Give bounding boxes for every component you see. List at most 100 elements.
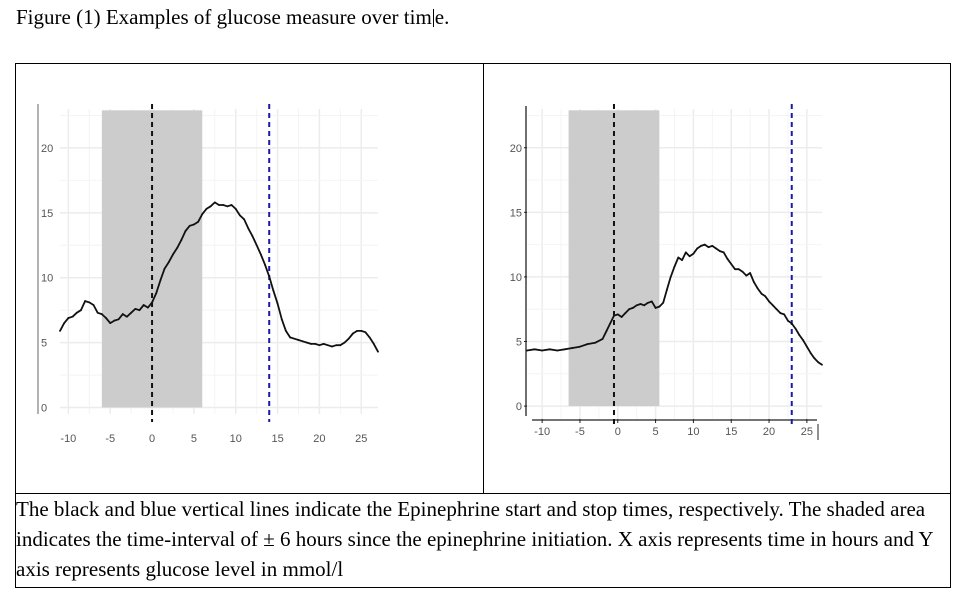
glucose-data-point: [243, 218, 246, 221]
glucose-data-point: [816, 361, 819, 364]
y-tick-label-2: 10: [41, 273, 53, 285]
x-tick-label-1: -5: [105, 433, 115, 445]
glucose-data-point: [555, 349, 558, 352]
glucose-data-point: [809, 352, 812, 355]
glucose-data-point: [176, 246, 179, 249]
glucose-data-point: [222, 204, 225, 206]
glucose-data-point: [180, 239, 183, 241]
glucose-data-point: [100, 313, 103, 315]
glucose-data-point: [75, 311, 78, 314]
glucose-data-point: [813, 357, 815, 360]
glucose-data-point: [326, 344, 329, 347]
glucose-data-point: [155, 292, 158, 295]
glucose-data-point: [71, 315, 74, 318]
glucose-data-point: [285, 330, 287, 332]
glucose-data-point: [631, 307, 634, 309]
glucose-data-point: [301, 340, 304, 343]
glucose-data-point: [364, 331, 367, 334]
glucose-data-point: [707, 246, 709, 249]
glucose-data-point: [548, 348, 551, 351]
glucose-data-point: [80, 309, 82, 312]
glucose-data-point: [639, 303, 641, 305]
x-tick-label-7: 25: [800, 426, 812, 438]
glucose-data-point: [96, 311, 99, 314]
glucose-data-point: [234, 208, 237, 210]
glucose-data-point: [130, 311, 133, 314]
figure-caption: The black and blue vertical lines indica…: [15, 493, 951, 588]
x-tick-label-6: 20: [313, 433, 325, 445]
glucose-chart-1: 0 5 10 15 20 -10 -5 0 5 10 15 20 25: [37, 104, 379, 445]
x-tick-label-5: 15: [725, 426, 737, 438]
y-tick-label-4: 20: [509, 143, 521, 155]
glucose-data-point: [67, 317, 70, 319]
glucose-data-point: [356, 330, 358, 332]
glucose-data-point: [635, 304, 638, 307]
glucose-data-point: [540, 349, 543, 352]
glucose-data-point: [126, 315, 128, 318]
glucose-data-point: [172, 253, 174, 256]
glucose-data-point: [259, 253, 262, 256]
x-tick-label-2: 0: [614, 426, 620, 438]
glucose-data-point: [142, 304, 145, 306]
x-tick-label-3: 5: [652, 426, 658, 438]
glucose-data-point: [650, 300, 653, 303]
glucose-data-point: [276, 302, 279, 305]
glucose-data-point: [533, 348, 535, 351]
glucose-data-point: [741, 270, 743, 273]
glucose-data-point: [109, 322, 112, 325]
glucose-data-point: [360, 330, 363, 332]
chart-cell-left: 0 5 10 15 20 -10 -5 0 5 10 15 20 25: [15, 63, 484, 494]
glucose-data-point: [184, 230, 187, 232]
glucose-data-point: [752, 281, 755, 283]
glucose-data-point: [322, 343, 325, 345]
glucose-data-point: [247, 227, 250, 230]
figure-table: 0 5 10 15 20 -10 -5 0 5 10 15 20 25 0 5 10 15 20 -10 -5 0 5 1…: [15, 63, 951, 588]
glucose-data-point: [620, 316, 622, 318]
chart-cell-right: 0 5 10 15 20 -10 -5 0 5 10 15 20 25: [482, 63, 951, 494]
glucose-data-point: [714, 247, 717, 250]
glucose-data-point: [368, 336, 371, 339]
glucose-data-point: [197, 221, 199, 223]
glucose-data-point: [213, 201, 216, 204]
glucose-data-point: [760, 292, 762, 295]
glucose-data-point: [163, 267, 166, 270]
glucose-data-point: [612, 314, 615, 317]
glucose-data-point: [310, 343, 312, 345]
glucose-data-point: [782, 313, 785, 316]
y-tick-label-3: 15: [41, 208, 53, 220]
glucose-data-point: [167, 261, 170, 264]
glucose-data-point: [251, 235, 254, 238]
glucose-data-point: [703, 243, 706, 246]
glucose-data-point: [695, 247, 698, 250]
glucose-data-point: [134, 307, 137, 310]
glucose-data-point: [230, 204, 233, 206]
glucose-data-point: [605, 330, 607, 333]
glucose-data-point: [756, 287, 759, 290]
glucose-data-point: [692, 252, 694, 255]
glucose-data-point: [289, 336, 292, 339]
glucose-data-point: [88, 301, 91, 304]
glucose-data-point: [726, 257, 728, 260]
x-tick-label-0: -10: [534, 426, 550, 438]
glucose-data-point: [372, 343, 375, 345]
glucose-data-point: [627, 308, 630, 311]
glucose-data-point: [767, 300, 770, 303]
glucose-data-point: [201, 213, 204, 216]
glucose-data-point: [688, 255, 691, 258]
glucose-data-point: [347, 337, 350, 340]
x-tick-label-2: 0: [149, 433, 155, 445]
glucose-data-point: [117, 318, 120, 321]
glucose-data-point: [733, 268, 736, 271]
glucose-data-point: [657, 305, 660, 308]
glucose-data-point: [805, 345, 808, 348]
x-tick-label-4: 10: [230, 433, 242, 445]
glucose-data-point: [665, 288, 668, 291]
glucose-data-point: [699, 245, 702, 247]
glucose-data-point: [314, 343, 317, 345]
y-tick-label-0: 0: [41, 403, 47, 415]
y-tick-label-4: 20: [41, 143, 53, 155]
glucose-data-point: [218, 204, 220, 206]
glucose-data-point: [205, 208, 208, 210]
glucose-data-point: [239, 214, 241, 217]
glucose-data-point: [146, 306, 149, 309]
